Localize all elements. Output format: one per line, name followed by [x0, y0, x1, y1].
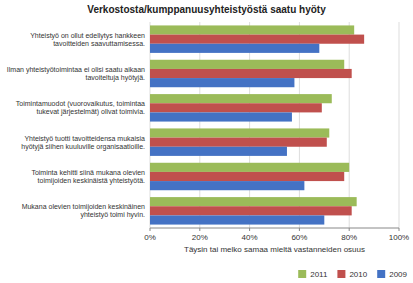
bars [150, 25, 364, 224]
category-label-line: tukevat järjestelmät) olivat toimivia. [36, 108, 145, 116]
tick-label: 80% [341, 233, 357, 242]
category-label-line: tavoiteltuja hyötyjä. [85, 74, 145, 82]
category-label: Yhteistyö on ollut edellytys hankkeentav… [30, 32, 145, 47]
bar [150, 78, 294, 87]
tick-label: 20% [192, 233, 208, 242]
category-label: Ilman yhteistyötoimintaa ei olisi saatu … [7, 66, 145, 82]
category-label-line: Yhteistyö tuotti tavoitteidensa mukaisia [24, 135, 145, 143]
bar [150, 138, 327, 147]
bar [150, 215, 324, 224]
category-label-line: Yhteistyö on ollut edellytys hankkeen [30, 32, 145, 40]
legend-swatch [337, 270, 345, 278]
bar [150, 163, 349, 172]
bar [150, 69, 352, 78]
bar [150, 197, 357, 206]
category-label-line: Toimintamuodot (vuorovaikutus, toimintaa [16, 100, 145, 108]
category-label-line: tavoitteiden saavuttamisessa. [53, 40, 145, 47]
bar [150, 128, 329, 137]
legend-swatch [298, 270, 306, 278]
category-label-line: hyötyjä siihen kuuluville organisaatioil… [21, 143, 145, 151]
bar [150, 181, 304, 190]
category-label-line: Ilman yhteistyötoimintaa ei olisi saatu … [7, 66, 145, 74]
category-label-line: yhteistyö toimi hyvin. [80, 211, 145, 219]
legend-label: 2011 [310, 270, 328, 279]
legend-item: 2011 [298, 270, 328, 279]
category-label: Toimintamuodot (vuorovaikutus, toimintaa… [16, 100, 145, 116]
bar [150, 44, 319, 53]
category-label: Mukana olevien toimijoiden keskinäinenyh… [22, 203, 145, 219]
grid-line [399, 22, 400, 228]
category-label-line: toimijoiden keskinäistä yhteistyötä. [38, 177, 145, 185]
legend-label: 2010 [349, 270, 367, 279]
bar [150, 103, 322, 112]
category-label: Toiminta kehitti siinä mukana olevientoi… [31, 169, 145, 185]
x-axis-line [150, 228, 399, 229]
bar [150, 60, 344, 69]
x-axis-label: Täysin tai melko samaa mieltä vastanneid… [184, 245, 365, 254]
legend-label: 2009 [389, 270, 407, 279]
chart: Verkostosta/kumppanuusyhteistyöstä saatu… [0, 0, 413, 283]
bar [150, 94, 332, 103]
tick-label: 100% [389, 233, 409, 242]
legend: 2011 2010 2009 [298, 270, 407, 279]
category-label-line: Toiminta kehitti siinä mukana olevien [31, 169, 145, 176]
legend-item: 2009 [377, 270, 407, 279]
bar [150, 25, 354, 34]
bar [150, 112, 292, 121]
legend-swatch [377, 270, 385, 278]
grid [150, 22, 399, 228]
bar [150, 172, 344, 181]
category-label: Yhteistyö tuotti tavoitteidensa mukaisia… [21, 135, 145, 151]
tick-label: 40% [242, 233, 258, 242]
tick-label: 60% [291, 233, 307, 242]
title: Verkostosta/kumppanuusyhteistyöstä saatu… [87, 4, 326, 15]
bar [150, 147, 287, 156]
category-label-line: Mukana olevien toimijoiden keskinäinen [22, 203, 145, 211]
bar [150, 206, 352, 215]
bar [150, 35, 364, 44]
legend-item: 2010 [337, 270, 367, 279]
tick-label: 0% [144, 233, 156, 242]
